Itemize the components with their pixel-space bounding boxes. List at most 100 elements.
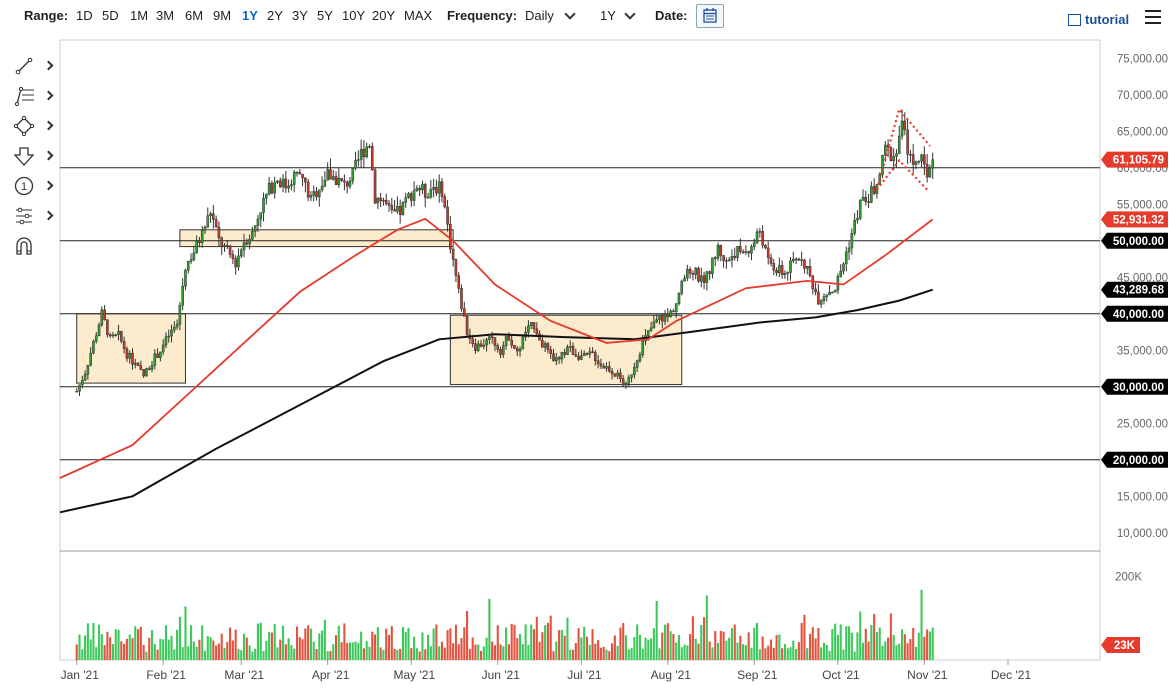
tool-measure[interactable] — [12, 204, 58, 230]
candle-body — [278, 180, 282, 188]
shapes-icon — [13, 115, 35, 137]
volume-bar — [109, 637, 112, 660]
candle-body — [312, 191, 316, 196]
volume-bar — [719, 630, 722, 660]
candle-body — [594, 352, 597, 361]
candle-body — [655, 319, 658, 323]
volume-bar — [742, 644, 745, 660]
zone-box — [449, 314, 683, 386]
range-button-5d[interactable]: 5D — [102, 8, 119, 23]
volume-bar — [870, 625, 873, 660]
price-badges: 50,000.00 40,000.00 30,000.00 20,000.00 43,2… — [1101, 151, 1168, 653]
zone-box — [179, 229, 454, 248]
month-label: Nov '21 — [907, 668, 948, 682]
volume-bar — [730, 628, 734, 660]
volume-bar — [81, 649, 84, 660]
candle-body — [490, 336, 494, 338]
range-button-1y[interactable]: 1Y — [242, 8, 258, 23]
candle-body — [309, 195, 313, 198]
volume-bar — [644, 637, 647, 660]
candle-body — [521, 336, 525, 350]
volume-bar — [321, 630, 324, 660]
volume-bar — [354, 641, 357, 660]
date-picker-button[interactable] — [696, 4, 724, 28]
volume-bar — [884, 641, 887, 660]
range-button-5y[interactable]: 5Y — [317, 8, 333, 23]
horizontal-levels — [60, 167, 1100, 461]
range-button-9m[interactable]: 9M — [213, 8, 232, 23]
month-label: Mar '21 — [224, 668, 264, 682]
hamburger-menu-icon[interactable] — [1145, 10, 1161, 24]
candle-body — [465, 316, 469, 336]
candle-body — [563, 352, 566, 355]
range-button-max[interactable]: MAX — [404, 8, 433, 23]
pennant-lower — [876, 158, 928, 191]
tool-arrow[interactable] — [12, 144, 58, 170]
range-button-1m[interactable]: 1M — [130, 8, 149, 23]
candle-body — [674, 303, 678, 312]
candle-body — [315, 191, 318, 198]
candle-body — [429, 189, 433, 198]
volume-bar — [792, 640, 795, 660]
candle-body — [730, 255, 734, 261]
volume-bar — [376, 627, 379, 660]
volume-bar — [538, 641, 541, 660]
volume-bar — [689, 633, 692, 660]
volume-bar — [242, 633, 246, 660]
volume-bar — [307, 625, 310, 660]
candle-body — [331, 176, 335, 180]
candle-body — [75, 390, 79, 393]
candle-body — [610, 370, 614, 375]
candle-body — [443, 196, 447, 208]
volume-bar — [725, 640, 728, 660]
candle-body — [635, 360, 639, 368]
magnet-icon — [16, 237, 32, 255]
candle-body — [577, 355, 580, 360]
candle-body — [705, 271, 709, 283]
candle-body — [421, 184, 424, 191]
tool-magnet[interactable] — [12, 234, 58, 260]
candle-body — [766, 247, 770, 259]
volume-bar — [605, 649, 608, 660]
volume-bar — [379, 647, 382, 660]
consolidation-zones — [76, 229, 683, 386]
candle-body — [588, 351, 592, 355]
candle-body — [237, 255, 240, 268]
volume-bar — [137, 629, 140, 660]
candle-body — [192, 252, 196, 261]
range-button-20y[interactable]: 20Y — [372, 8, 396, 23]
candle-body — [415, 187, 419, 191]
volume-bar — [613, 635, 616, 660]
range-button-1d[interactable]: 1D — [76, 8, 93, 23]
range-button-2y[interactable]: 2Y — [267, 8, 283, 23]
level-badge: 30,000.00 — [1113, 382, 1164, 394]
frequency-select[interactable]: Daily — [525, 8, 554, 23]
range-button-10y[interactable]: 10Y — [342, 8, 366, 23]
volume-tick-label: 200K — [1115, 572, 1142, 584]
tool-fibonacci[interactable] — [12, 84, 58, 110]
tool-shapes[interactable] — [12, 114, 58, 140]
period-select[interactable]: 1Y — [600, 8, 616, 23]
volume-bar — [78, 634, 81, 660]
candle-body — [619, 372, 622, 379]
candle-body — [683, 277, 686, 282]
tool-trendline[interactable] — [12, 54, 58, 80]
volume-bar — [602, 646, 605, 660]
candle-body — [716, 244, 720, 259]
candle-body — [225, 245, 229, 247]
range-button-3m[interactable]: 3M — [156, 8, 175, 23]
range-button-3y[interactable]: 3Y — [292, 8, 308, 23]
volume-bar — [703, 617, 706, 660]
candle-body — [847, 247, 851, 253]
range-button-6m[interactable]: 6M — [185, 8, 204, 23]
volume-bar — [608, 651, 611, 660]
volume-bar — [864, 628, 867, 660]
candle-body — [423, 184, 427, 198]
volume-bar — [120, 641, 123, 660]
candle-body — [633, 367, 636, 375]
candle-body — [387, 203, 391, 206]
candle-body — [557, 357, 561, 360]
tool-annotation[interactable]: 1 — [12, 174, 58, 200]
volume-bar — [686, 645, 689, 660]
